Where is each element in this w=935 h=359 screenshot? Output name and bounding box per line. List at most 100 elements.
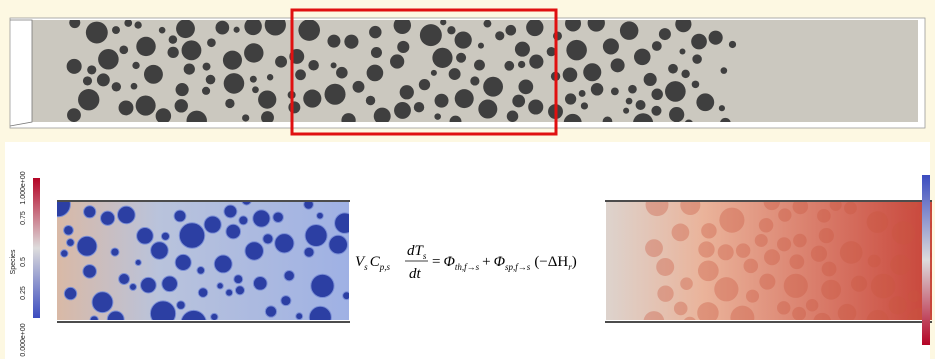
particle: [169, 35, 177, 43]
particle: [242, 114, 249, 121]
particle: [239, 216, 248, 225]
particle: [729, 41, 736, 48]
particle: [92, 292, 113, 313]
particle: [64, 287, 76, 299]
particle: [83, 265, 97, 279]
particle: [611, 58, 625, 72]
particle: [529, 54, 543, 68]
particle: [719, 208, 744, 233]
particle: [721, 67, 728, 74]
particle: [162, 276, 178, 292]
particle: [296, 313, 303, 320]
particle: [111, 248, 119, 256]
particle: [156, 108, 171, 123]
particle: [623, 108, 629, 114]
particle: [701, 223, 716, 238]
particle: [644, 73, 657, 86]
particle: [98, 49, 119, 70]
particle: [908, 290, 920, 302]
particle: [136, 37, 155, 56]
particle: [668, 64, 678, 74]
particle: [528, 99, 543, 114]
particle: [118, 206, 136, 224]
particle: [844, 202, 857, 215]
particle: [709, 31, 723, 45]
particle: [263, 234, 273, 244]
particle: [273, 212, 284, 223]
particle: [197, 267, 205, 275]
particle: [161, 232, 169, 240]
particle: [308, 60, 319, 71]
particle: [175, 99, 188, 112]
particle: [258, 90, 276, 108]
particle: [253, 276, 267, 290]
particle: [456, 53, 466, 63]
particle: [692, 54, 701, 63]
particle: [223, 51, 242, 70]
particle: [611, 87, 619, 95]
particle: [206, 75, 216, 85]
particle: [793, 234, 807, 248]
particle: [431, 70, 437, 76]
particle: [317, 212, 324, 219]
particle: [714, 277, 738, 301]
particle: [447, 26, 455, 34]
particle: [284, 271, 294, 281]
particle: [563, 67, 578, 82]
particle: [746, 290, 759, 303]
particle: [119, 274, 130, 285]
particle: [225, 99, 234, 108]
particle: [565, 93, 576, 104]
particle: [718, 244, 734, 260]
particle: [420, 24, 442, 46]
particle: [136, 96, 156, 116]
particle: [736, 243, 750, 257]
particle: [204, 216, 221, 233]
colorbar-title: Species: [10, 249, 17, 274]
particle: [366, 96, 375, 105]
particle: [478, 43, 484, 49]
particle: [97, 73, 110, 86]
particle: [336, 67, 348, 79]
particle: [84, 206, 96, 218]
particle: [397, 41, 409, 53]
particle: [135, 259, 141, 265]
particle: [182, 40, 202, 60]
particle: [67, 59, 82, 74]
particle: [789, 254, 804, 269]
particle: [371, 47, 382, 58]
particle: [696, 93, 714, 111]
particle: [583, 63, 601, 81]
particle: [435, 94, 449, 108]
particle: [141, 277, 157, 293]
particle: [867, 211, 889, 233]
particle: [211, 313, 218, 320]
particle: [177, 301, 186, 310]
particle: [455, 89, 474, 108]
particle: [698, 241, 714, 257]
particle: [626, 98, 633, 105]
particle: [680, 277, 693, 290]
particle: [777, 237, 791, 251]
particle: [267, 74, 273, 80]
particle: [275, 56, 287, 68]
particle: [78, 89, 99, 110]
particle: [331, 62, 337, 68]
particle: [744, 259, 759, 274]
particle: [202, 87, 210, 95]
particle: [840, 241, 863, 264]
particle: [634, 49, 651, 66]
particle: [819, 228, 834, 243]
particle: [518, 61, 525, 68]
particle: [207, 38, 216, 47]
particle: [298, 19, 320, 41]
particle: [132, 62, 139, 69]
particle: [455, 31, 472, 48]
particle: [512, 95, 525, 108]
particle: [821, 280, 841, 300]
particle: [203, 63, 211, 71]
particle: [495, 31, 504, 40]
particle: [603, 38, 619, 54]
particle: [588, 14, 605, 31]
particle: [353, 81, 365, 93]
